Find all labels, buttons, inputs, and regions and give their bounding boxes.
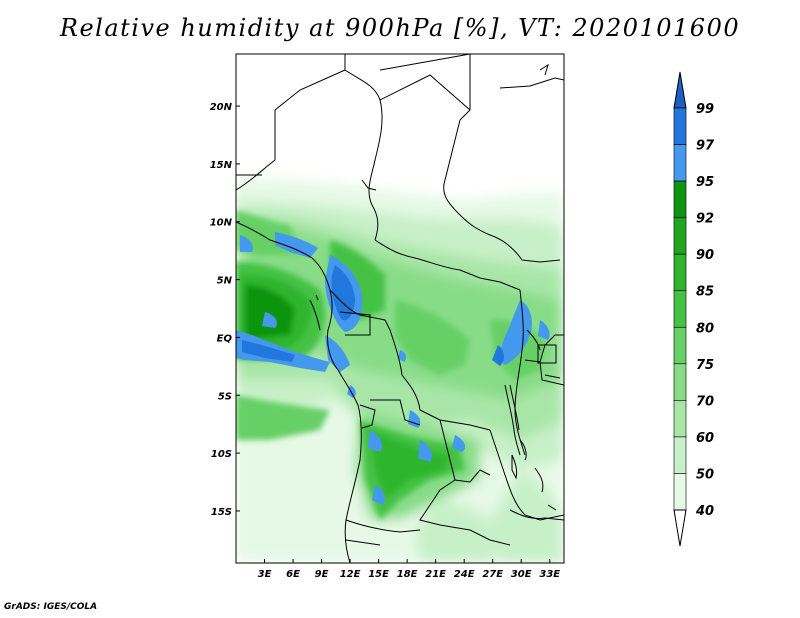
lon-tick-label: 3E bbox=[258, 569, 272, 580]
lat-tick-label: 20N bbox=[210, 102, 233, 113]
lon-tick-label: 33E bbox=[539, 569, 560, 580]
colorbar-band bbox=[673, 180, 687, 218]
lon-tick-label: 30E bbox=[511, 569, 532, 580]
colorbar: 40 50 60 70 75 80 85 90 92 95 97 99 bbox=[673, 71, 715, 547]
lon-tick-label: 27E bbox=[482, 569, 503, 580]
colorbar-level-label: 85 bbox=[696, 285, 714, 300]
colorbar-band bbox=[673, 436, 687, 474]
humidity-field bbox=[236, 54, 564, 563]
colorbar-level-label: 70 bbox=[696, 394, 714, 409]
colorbar-band bbox=[673, 253, 687, 292]
colorbar-level-label: 97 bbox=[696, 139, 715, 154]
map-frame bbox=[235, 53, 565, 564]
colorbar-max-triangle bbox=[673, 71, 687, 109]
colorbar-level-label: 50 bbox=[696, 467, 714, 482]
colorbar-level-label: 75 bbox=[696, 358, 714, 373]
lat-tick-label: 10N bbox=[210, 218, 233, 229]
lat-tick-label: 5S bbox=[218, 391, 232, 402]
colorbar-level-label: 60 bbox=[696, 431, 714, 446]
colorbar-band bbox=[673, 400, 687, 438]
grads-credit: GrADS: IGES/COLA bbox=[4, 602, 98, 612]
colorbar-level-label: 80 bbox=[696, 321, 714, 336]
lon-tick-label: 21E bbox=[425, 569, 446, 580]
colorbar-band bbox=[673, 290, 687, 328]
colorbar-band bbox=[673, 217, 687, 255]
colorbar-level-label: 99 bbox=[696, 102, 714, 117]
colorbar-min-triangle bbox=[673, 509, 687, 547]
lat-axis: 20N 15N 10N 5N EQ 5S 10S 15S bbox=[210, 102, 240, 518]
colorbar-band bbox=[673, 363, 687, 401]
lon-axis: 3E 6E 9E 12E 15E 18E 21E 24E 27E 30E 33E bbox=[258, 559, 560, 580]
lat-tick-label: EQ bbox=[217, 333, 233, 344]
colorbar-band bbox=[673, 326, 687, 365]
map-title: Relative humidity at 900hPa [%], VT: 202… bbox=[59, 14, 741, 42]
lat-tick-label: 5N bbox=[217, 276, 233, 287]
lon-tick-label: 18E bbox=[397, 569, 418, 580]
lon-tick-label: 6E bbox=[286, 569, 300, 580]
lon-tick-label: 24E bbox=[454, 569, 475, 580]
colorbar-band bbox=[673, 473, 687, 511]
lon-tick-label: 15E bbox=[368, 569, 389, 580]
lon-tick-label: 12E bbox=[340, 569, 361, 580]
borders bbox=[236, 54, 564, 563]
colorbar-band bbox=[673, 144, 687, 182]
lat-tick-label: 15N bbox=[210, 160, 233, 171]
colorbar-level-label: 40 bbox=[695, 504, 714, 519]
lat-tick-label: 10S bbox=[211, 449, 232, 460]
colorbar-level-label: 90 bbox=[696, 248, 714, 263]
lat-tick-label: 15S bbox=[211, 507, 232, 518]
colorbar-level-label: 95 bbox=[696, 175, 714, 190]
colorbar-band bbox=[673, 107, 687, 145]
colorbar-level-label: 92 bbox=[696, 212, 714, 227]
lon-tick-label: 9E bbox=[315, 569, 329, 580]
